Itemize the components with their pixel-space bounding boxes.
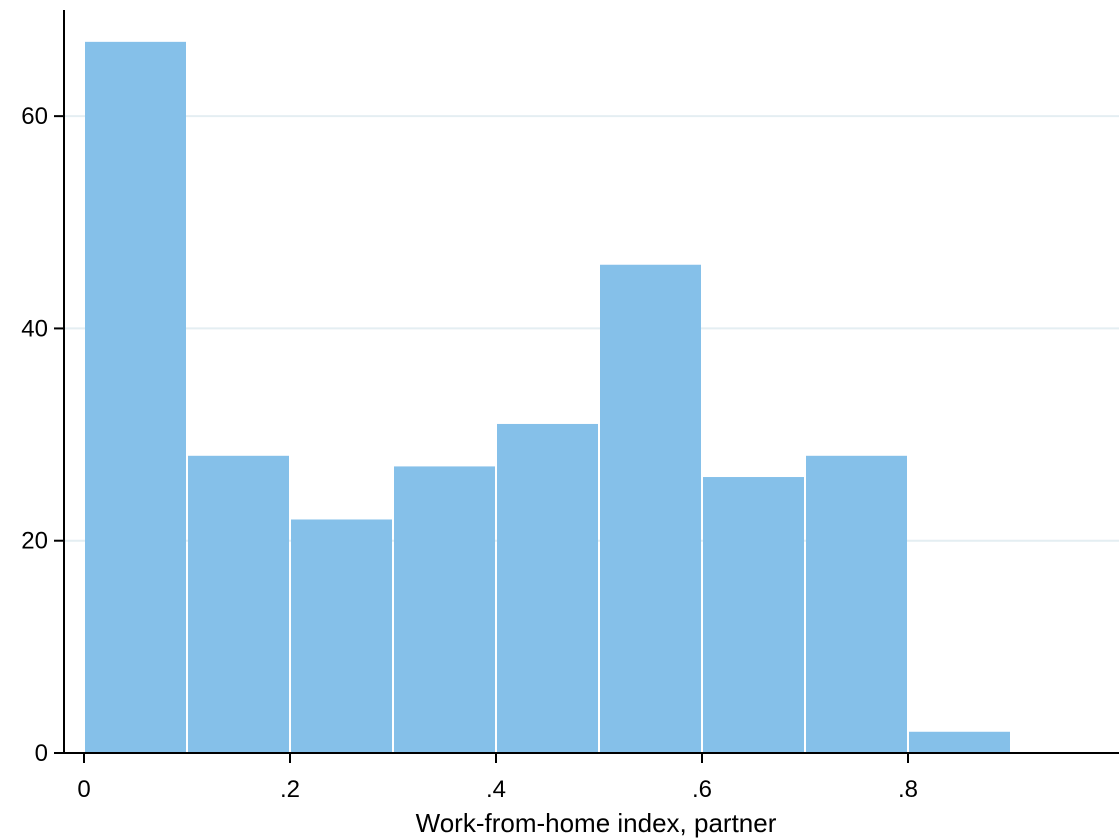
xtick-label-p8: .8 [898, 776, 918, 803]
histogram-bar-3 [291, 519, 392, 753]
histogram-bar-1 [85, 41, 186, 754]
y-axis-ticks: 0 20 40 60 [21, 103, 64, 767]
axes [63, 10, 1119, 754]
x-axis-ticks: 0 .2 .4 .6 .8 [77, 753, 918, 803]
histogram-bar-2 [188, 455, 289, 753]
ytick-label-20: 20 [21, 528, 48, 555]
histogram-bar-4 [394, 466, 495, 753]
xtick-label-p4: .4 [486, 776, 506, 803]
histogram-bar-6 [600, 264, 701, 753]
histogram-bar-7 [703, 477, 804, 753]
histogram-bar-8 [806, 455, 907, 753]
histogram-bar-9 [909, 731, 1010, 753]
ytick-label-0: 0 [35, 740, 48, 767]
bars [85, 41, 1010, 754]
xtick-label-p6: .6 [692, 776, 712, 803]
xtick-label-0: 0 [77, 776, 90, 803]
ytick-label-60: 60 [21, 103, 48, 130]
ytick-label-40: 40 [21, 315, 48, 342]
x-axis-title: Work-from-home index, partner [416, 808, 777, 838]
xtick-label-p2: .2 [280, 776, 300, 803]
histogram-bar-5 [497, 423, 598, 753]
